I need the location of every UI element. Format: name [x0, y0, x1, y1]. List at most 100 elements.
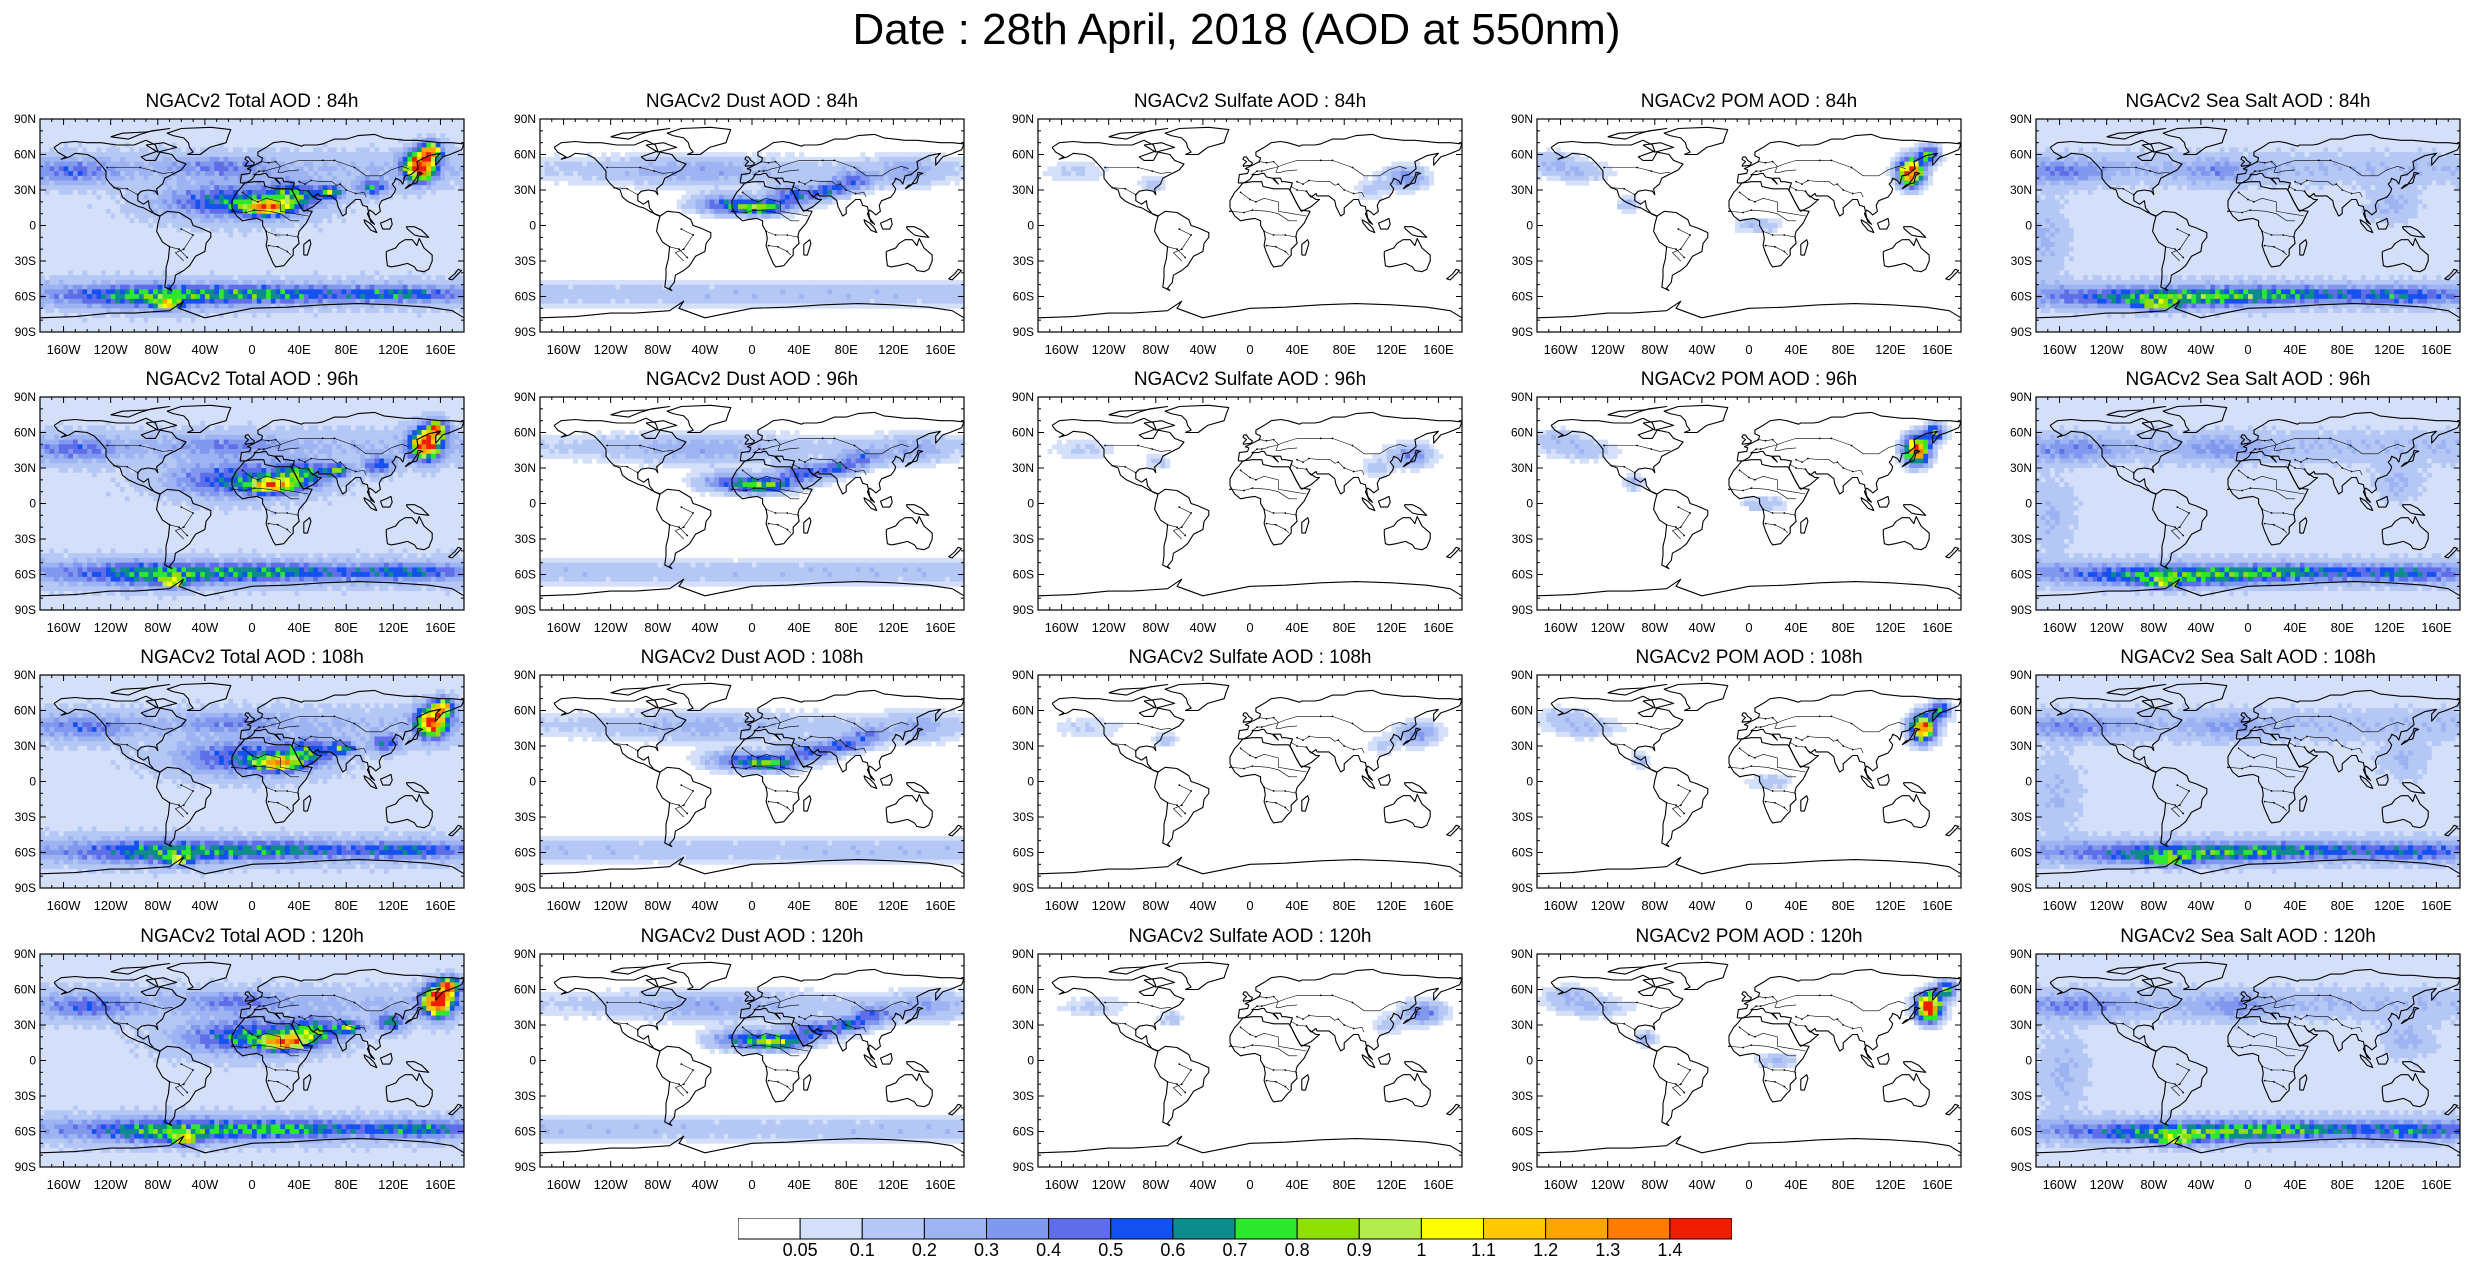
lat-tick-label: 60S [515, 846, 536, 860]
coastlines [39, 961, 465, 1154]
lon-tick-label: 120W [594, 342, 629, 357]
lon-tick-label: 160W [1544, 620, 1579, 635]
lat-tick-label: 30S [1512, 1089, 1533, 1103]
lat-tick-label: 90S [515, 325, 536, 339]
lon-tick-label: 0 [1246, 1177, 1253, 1192]
map-panel-sulfate-96h: NGACv2 Sulfate AOD : 96h 90N 60N 30N 0 30S 60S… [998, 370, 1488, 640]
map-panel-dust-96h: NGACv2 Dust AOD : 96h 90N 60N 30N 0 30S 60S 90S… [500, 370, 990, 640]
country-borders [1104, 994, 1407, 1097]
lon-tick-label: 80W [1142, 898, 1169, 913]
world-map: 90N 60N 30N 0 30S 60S 90S 160W 120W 80W 40W 0 40E 80E… [1012, 112, 1463, 357]
lon-tick-label: 120W [1092, 1177, 1127, 1192]
lon-tick-label: 80W [644, 620, 671, 635]
lon-tick-label: 40E [1785, 620, 1808, 635]
lon-tick-label: 120E [878, 1177, 909, 1192]
colorbar-label: 0.6 [1160, 1240, 1185, 1258]
panel-title: NGACv2 Sea Salt AOD : 96h [2036, 370, 2460, 390]
lon-tick-label: 80E [1333, 620, 1356, 635]
lat-tick-label: 0 [29, 497, 36, 511]
lat-tick-label: 0 [529, 497, 536, 511]
lat-tick-label: 90S [15, 603, 36, 617]
lon-tick-label: 40W [1689, 342, 1716, 357]
lat-tick-label: 90S [1013, 325, 1034, 339]
lat-tick-label: 90S [1512, 603, 1533, 617]
lon-tick-label: 160E [1922, 342, 1953, 357]
lat-tick-label: 60N [514, 148, 536, 162]
aod-field [40, 675, 465, 889]
lat-tick-label: 0 [529, 1054, 536, 1068]
lon-tick-label: 160E [925, 898, 956, 913]
lon-tick-label: 0 [1745, 342, 1752, 357]
colorbar-label: 1.4 [1657, 1240, 1682, 1258]
colorbar-label: 0.2 [912, 1240, 937, 1258]
lat-tick-label: 60N [514, 983, 536, 997]
lon-tick-label: 160E [2421, 898, 2452, 913]
lon-tick-label: 40E [1785, 342, 1808, 357]
country-borders [606, 994, 909, 1097]
lat-tick-label: 30S [1512, 810, 1533, 824]
country-borders [1603, 437, 1906, 540]
country-borders [1603, 159, 1906, 262]
lon-tick-label: 0 [1745, 620, 1752, 635]
lon-tick-label: 160E [425, 620, 456, 635]
world-map: 90N 60N 30N 0 30S 60S 90S 160W 120W 80W 40W 0 40E 80E… [514, 947, 965, 1192]
lon-tick-label: 160E [1423, 1177, 1454, 1192]
lat-tick-label: 30N [14, 739, 36, 753]
lat-tick-label: 30N [514, 183, 536, 197]
aod-field [540, 430, 965, 587]
lon-tick-label: 80W [2140, 898, 2167, 913]
lon-tick-label: 40E [1286, 1177, 1309, 1192]
lon-tick-label: 0 [748, 898, 755, 913]
country-borders [106, 994, 409, 1097]
lat-tick-label: 90N [1511, 112, 1533, 126]
lon-tick-label: 120E [378, 898, 409, 913]
lon-tick-label: 120E [1376, 342, 1407, 357]
lat-tick-label: 90N [1511, 668, 1533, 682]
panel-title: NGACv2 Dust AOD : 120h [540, 927, 964, 947]
lon-tick-label: 120W [2090, 1177, 2125, 1192]
lat-tick-label: 30N [1012, 739, 1034, 753]
lon-tick-label: 160W [1544, 342, 1579, 357]
lat-tick-label: 30N [1012, 183, 1034, 197]
lat-tick-label: 30N [2010, 461, 2032, 475]
lon-tick-label: 40W [192, 898, 219, 913]
world-map: 90N 60N 30N 0 30S 60S 90S 160W 120W 80W 40W 0 40E 80E… [1012, 390, 1463, 635]
panel-title: NGACv2 POM AOD : 108h [1537, 648, 1961, 668]
lon-tick-label: 120W [2090, 898, 2125, 913]
lon-tick-label: 0 [248, 898, 255, 913]
colorbar-swatch [1048, 1218, 1112, 1240]
lat-tick-label: 90N [1511, 390, 1533, 404]
lon-tick-label: 120W [1591, 898, 1626, 913]
map-frame [1037, 396, 1463, 611]
lat-tick-label: 60S [515, 290, 536, 304]
lat-tick-label: 90S [515, 1160, 536, 1174]
lon-tick-label: 0 [248, 620, 255, 635]
coastlines [2035, 682, 2461, 875]
lat-tick-label: 30S [1013, 810, 1034, 824]
lon-tick-label: 160W [2043, 620, 2078, 635]
lat-tick-label: 30S [1013, 532, 1034, 546]
lat-tick-label: 90S [15, 881, 36, 895]
world-map: 90N 60N 30N 0 30S 60S 90S 160W 120W 80W 40W 0 40E 80E… [514, 112, 965, 357]
lat-tick-label: 30N [1511, 739, 1533, 753]
lat-tick-label: 60S [1013, 290, 1034, 304]
lon-tick-label: 0 [748, 342, 755, 357]
lat-tick-label: 90S [1512, 325, 1533, 339]
panel-title: NGACv2 Sulfate AOD : 96h [1038, 370, 1462, 390]
world-map: 90N 60N 30N 0 30S 60S 90S 160W 120W 80W 40W 0 40E 80E… [14, 390, 465, 635]
lat-tick-label: 30N [1511, 1018, 1533, 1032]
panel-title: NGACv2 Sea Salt AOD : 108h [2036, 648, 2460, 668]
lon-tick-label: 160W [2043, 1177, 2078, 1192]
lon-tick-label: 40W [1689, 620, 1716, 635]
colorbar-swatch [738, 1218, 801, 1240]
colorbar-label: 1.3 [1595, 1240, 1620, 1258]
lon-tick-label: 160W [1045, 620, 1080, 635]
lon-tick-label: 160E [1922, 1177, 1953, 1192]
coastlines [539, 126, 965, 319]
lat-tick-label: 60N [14, 704, 36, 718]
lon-tick-label: 160W [1045, 1177, 1080, 1192]
lon-tick-label: 40W [692, 1177, 719, 1192]
lat-tick-label: 90S [515, 881, 536, 895]
lat-tick-label: 60N [1511, 983, 1533, 997]
map-frame [1037, 118, 1463, 333]
